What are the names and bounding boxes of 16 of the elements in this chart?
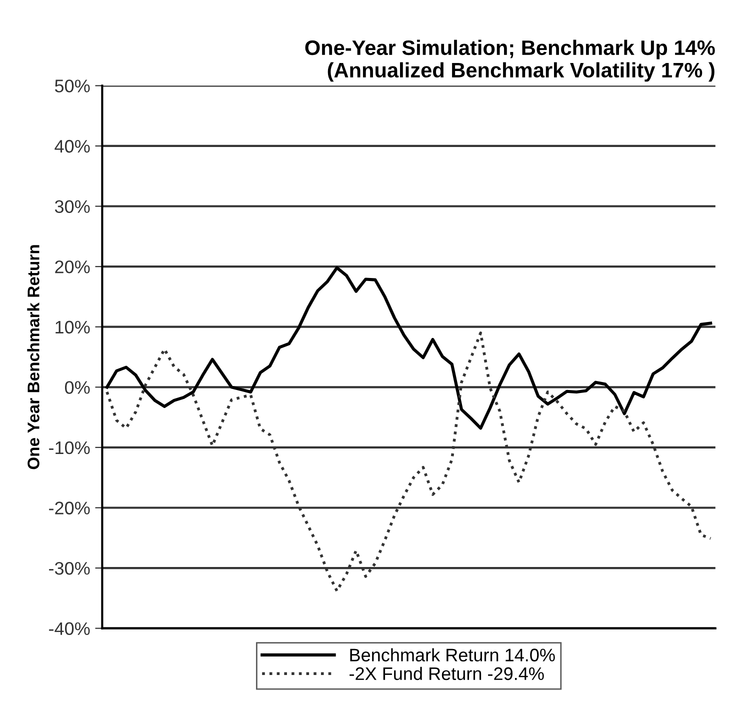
y-tick-label: 10% <box>56 320 90 334</box>
y-tick-label: 30% <box>54 200 90 213</box>
y-tick-label: 20% <box>55 260 90 274</box>
y-tick-label: -30% <box>49 562 90 575</box>
y-tick-label: 50% <box>54 80 90 92</box>
line-series <box>106 331 712 592</box>
line-series <box>105 266 712 430</box>
y-tick-label: 0% <box>65 381 90 394</box>
y-tick-label: 40% <box>54 140 90 153</box>
y-tick-label: -20% <box>49 502 90 514</box>
chart-title: One-Year Simulation; Benchmark Up 14% (Annualized Benchmark Volatility 17% ) <box>305 40 715 82</box>
y-tick-label: -10% <box>49 441 90 454</box>
legend-label: -2X Fund Return -29.4% <box>350 666 544 680</box>
y-axis-title: One Year Benchmark Return <box>27 245 40 470</box>
legend-label: Benchmark Return 14.0% <box>350 648 555 662</box>
y-tick-label: -40% <box>49 622 90 636</box>
